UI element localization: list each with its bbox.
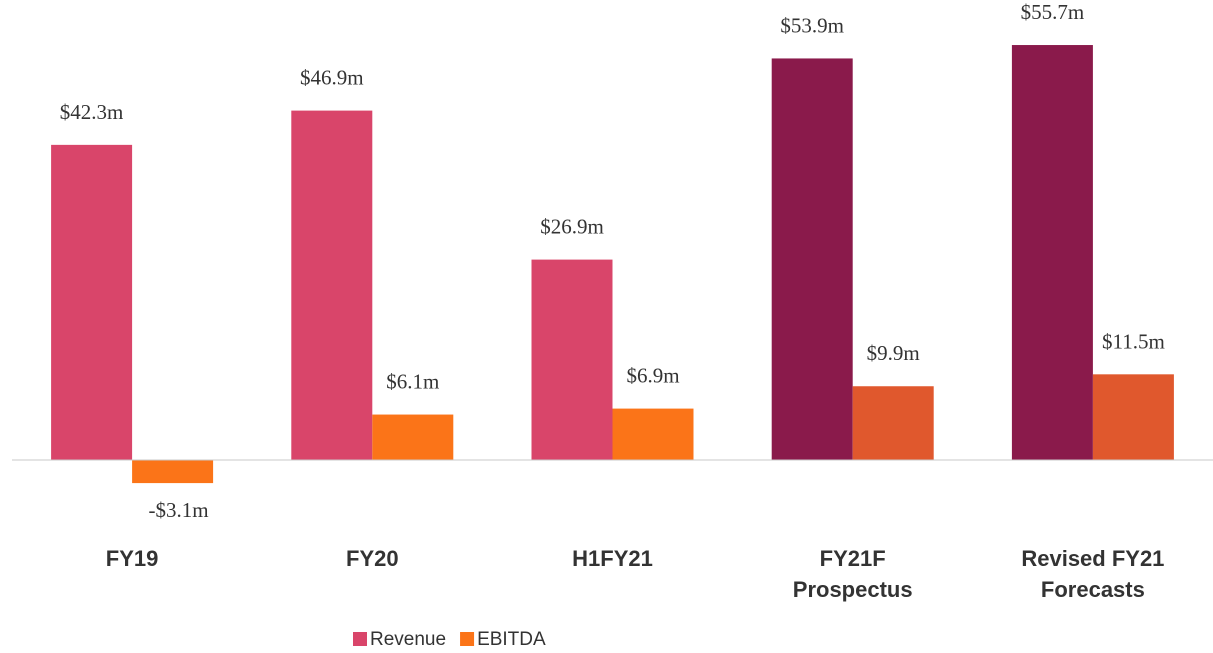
x-tick-label: Revised FY21 Forecasts: [1021, 546, 1165, 602]
bar: [1011, 45, 1093, 460]
bar: [291, 110, 373, 460]
bar: [51, 144, 133, 461]
legend-label: Revenue: [370, 629, 446, 650]
value-label: $11.5m: [1102, 329, 1165, 353]
value-label: $42.3m: [60, 100, 124, 124]
bar: [852, 386, 934, 460]
value-label: $6.1m: [386, 370, 439, 394]
value-label: $46.9m: [300, 66, 364, 90]
bar: [132, 460, 214, 484]
legend-swatch: [460, 632, 475, 646]
legend-label: EBITDA: [477, 629, 546, 650]
bar: [1092, 374, 1174, 460]
x-tick-label: FY20: [346, 546, 399, 571]
value-label: -$3.1m: [149, 498, 209, 522]
value-label: $6.9m: [626, 364, 679, 388]
x-tick-label: FY21F Prospectus: [792, 546, 913, 602]
bar: [612, 408, 694, 460]
bar: [531, 259, 613, 460]
value-label: $26.9m: [540, 215, 604, 239]
value-label: $53.9m: [780, 13, 844, 37]
legend-swatch: [353, 632, 367, 646]
bar: [771, 58, 853, 460]
x-tick-label: FY19: [105, 546, 159, 571]
x-tick-label: H1FY21: [572, 546, 653, 571]
value-label: $9.9m: [867, 341, 920, 365]
value-label: $55.7m: [1021, 0, 1085, 24]
bar: [372, 414, 454, 460]
